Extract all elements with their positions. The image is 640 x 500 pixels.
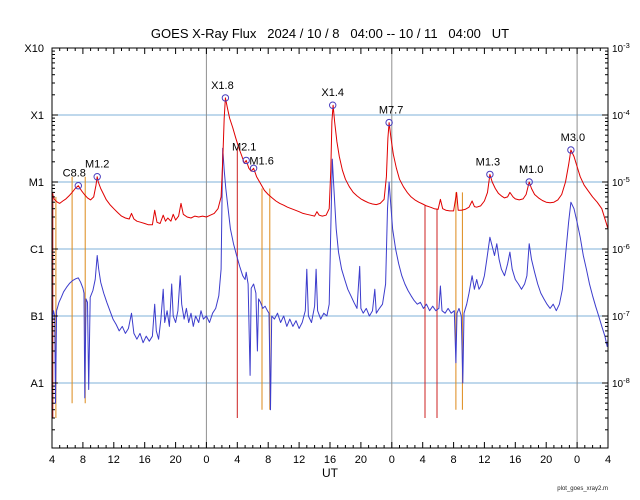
x-tick-label: 12 [293,454,305,466]
x-tick-label: 20 [540,454,552,466]
flare-marker-M3.0 [567,146,575,154]
flare-marker-C8.8 [74,182,83,190]
x-axis-label: UT [322,466,338,480]
flare-label-M1.3: M1.3 [476,156,500,168]
x-tick-label: 12 [108,454,120,466]
red-flux-line [52,97,608,229]
flare-label-X1.8: X1.8 [211,80,234,92]
flare-label-M7.7: M7.7 [379,105,403,117]
y-exp-label-10e-5: 10-5 [612,175,630,189]
blue-flux-line [52,147,608,411]
x-tick-label: 16 [139,454,151,466]
y-left-labels: X10 X1 M1 C1 B1 A1 [24,43,44,390]
x-tick-label: 8 [80,454,86,466]
flare-label-M1.0: M1.0 [519,164,543,176]
y-class-label-X1: X1 [31,110,44,122]
x-tick-label: 16 [509,454,521,466]
y-class-label-X10: X10 [24,43,44,55]
x-tick-labels: 4 8 12 16 20 0 4 8 12 16 20 0 4 8 12 16 20 0 4 [49,454,611,466]
chart-title: GOES X-Ray Flux 2024 / 10 / 8 04:00 -- 1… [150,26,510,41]
y-class-label-C1: C1 [30,244,44,256]
day-boundary-lines [205,48,578,448]
flare-label-M1.6: M1.6 [249,155,273,167]
y-exp-label-10e-4: 10-4 [612,108,630,122]
x-tick-label: 20 [355,454,367,466]
flare-label-M3.0: M3.0 [561,132,585,144]
y-exp-label-10e-3: 10-3 [612,41,630,55]
x-tick-label: 0 [389,454,395,466]
flare-marker-M1.6 [249,164,258,173]
series [52,97,608,411]
y-exp-label-10e-7: 10-7 [612,309,630,323]
flare-marker-M2.1 [242,156,250,165]
flare-label-C8.8: C8.8 [63,168,86,180]
x-tick-label: 12 [478,454,490,466]
flare-label-X1.4: X1.4 [321,87,344,99]
y-right-labels: 10-3 10-4 10-5 10-6 10-7 10-8 [612,41,630,390]
x-tick-label: 4 [234,454,240,466]
x-tick-label: 20 [169,454,181,466]
flare-marker-M1.3 [486,170,494,179]
flare-label-M1.2: M1.2 [85,159,109,171]
y-class-label-A1: A1 [31,378,44,390]
x-tick-label: 0 [203,454,209,466]
x-tick-label: 8 [451,454,457,466]
x-tick-label: 8 [265,454,271,466]
watermark: plot_goes_xray2.m [557,486,608,492]
x-tick-label: 0 [574,454,580,466]
x-tick-label: 4 [49,454,55,466]
x-tick-label: 4 [605,454,611,466]
flare-annotations: C8.8M1.2 X1.8 M2.1 M1.6 X1.4 M7.7 M1.3 M1.0 M3.0 [63,80,585,190]
flare-marker-M1.0 [525,178,533,186]
flare-marker-X1.8 [221,94,230,102]
y-class-label-B1: B1 [31,311,44,323]
y-class-label-M1: M1 [29,177,44,189]
flare-label-M2.1: M2.1 [232,141,256,153]
x-tick-label: 16 [324,454,336,466]
flare-marker-M1.2 [93,173,101,181]
event-lines [52,148,463,418]
axis-ticks [51,47,609,448]
y-exp-label-10e-6: 10-6 [612,242,630,256]
flare-marker-X1.4 [329,101,337,109]
x-tick-label: 4 [420,454,426,466]
flare-marker-M7.7 [385,118,393,127]
y-exp-label-10e-8: 10-8 [612,376,630,390]
